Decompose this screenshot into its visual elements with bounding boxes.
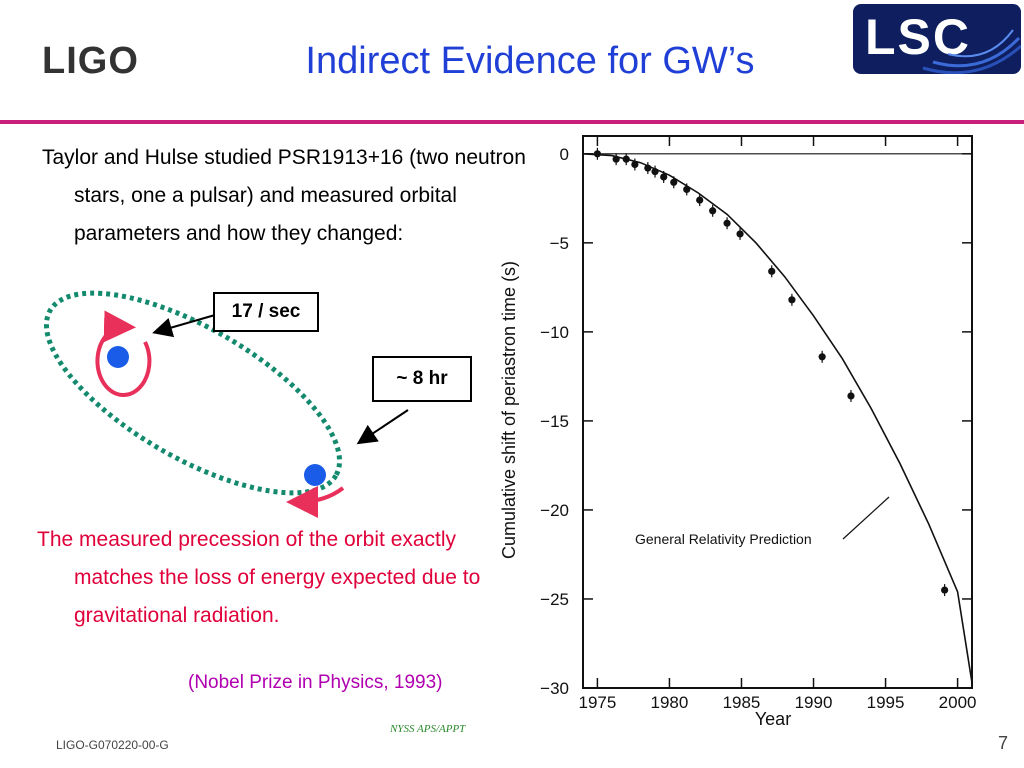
annotation-pointer: [842, 496, 890, 540]
measurement-point: [670, 178, 678, 186]
measurement-point: [709, 207, 717, 215]
y-tick-label: −15: [540, 412, 569, 431]
orbit-direction-arrow: [286, 485, 345, 518]
x-tick-label: 2000: [939, 693, 977, 712]
x-tick-label: 1985: [723, 693, 761, 712]
chart-frame: [582, 135, 973, 689]
measurement-point: [696, 196, 704, 204]
measurement-point: [622, 155, 630, 163]
measurement-point: [723, 219, 731, 227]
measurement-point: [768, 267, 776, 275]
x-tick-label: 1995: [867, 693, 905, 712]
orbit-ellipse: [43, 290, 343, 496]
measurement-point: [644, 164, 652, 172]
orbital-period-callout: ~ 8 hr: [372, 356, 472, 402]
slide-title: Indirect Evidence for GW’s: [305, 40, 755, 82]
conclusion-paragraph: The measured precession of the orbit exa…: [37, 528, 481, 627]
measurement-point: [818, 353, 826, 361]
rate-pointer: [152, 314, 216, 338]
measurement-point: [660, 173, 668, 181]
measurement-point: [941, 586, 949, 594]
orbit-diagram: [43, 290, 409, 518]
lsc-wave-icon: [922, 29, 1021, 74]
ligo-logo: LIGO: [42, 40, 139, 82]
y-tick-label: −30: [540, 679, 569, 698]
measurement-point: [612, 155, 620, 163]
measurement-point: [788, 296, 796, 304]
y-tick-label: −10: [540, 323, 569, 342]
conference-footer: NYSS APS/APPT: [390, 723, 466, 735]
y-tick-label: 0: [560, 145, 569, 164]
periastron-chart: 0 −5 −10 −15 −20 −25 −30 1975 1980 1985 1990 1995 20…: [499, 135, 977, 729]
document-id: LIGO-G070220-00-G: [56, 738, 169, 752]
page-number: 7: [998, 733, 1009, 753]
measurement-point: [683, 185, 691, 194]
spin-arrow: [95, 310, 152, 397]
chart-xlabel: Year: [755, 709, 791, 729]
measurement-point: [631, 160, 639, 169]
intro-paragraph: Taylor and Hulse studied PSR1913+16 (two…: [42, 146, 526, 245]
chart-ylabel: Cumulative shift of periastron time (s): [499, 261, 519, 559]
x-tick-label: 1975: [578, 693, 616, 712]
lsc-logo: LSC: [853, 4, 1021, 74]
chart-annotation: General Relativity Prediction: [635, 531, 812, 547]
prediction-curve: [582, 153, 973, 683]
measurement-point: [593, 150, 602, 158]
y-tick-label: −5: [550, 234, 569, 253]
period-pointer: [356, 409, 409, 445]
spin-rate-callout: 17 / sec: [213, 292, 319, 332]
y-tick-label: −25: [540, 590, 569, 609]
x-tick-label: 1980: [651, 693, 689, 712]
title-divider: [0, 120, 1024, 124]
measurement-point: [736, 230, 744, 238]
pulsar-star: [107, 346, 129, 368]
y-tick-label: −20: [540, 501, 569, 520]
measurement-point: [847, 392, 855, 400]
nobel-note: (Nobel Prize in Physics, 1993): [188, 672, 443, 693]
measurement-point: [651, 168, 659, 176]
x-tick-label: 1990: [795, 693, 833, 712]
companion-star: [304, 464, 326, 486]
